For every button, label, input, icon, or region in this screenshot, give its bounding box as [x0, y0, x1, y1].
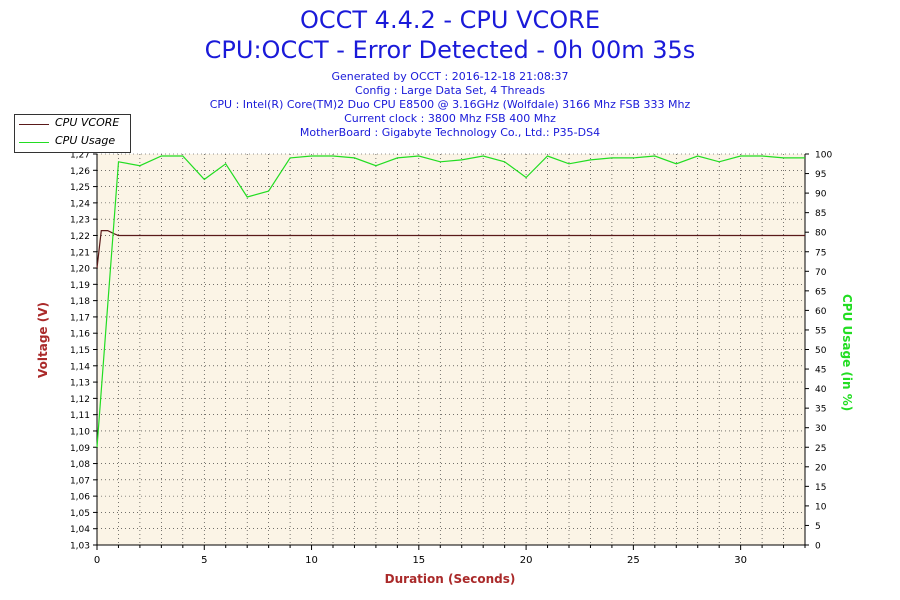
legend-item-vcore: CPU VCORE — [15, 116, 130, 132]
y2-tick-label: 55 — [815, 326, 826, 336]
y2-tick-label: 30 — [815, 424, 827, 434]
y-tick-label: 1,17 — [70, 313, 90, 323]
y-tick-label: 1,08 — [70, 460, 90, 470]
y2-tick-label: 85 — [815, 209, 826, 219]
legend-label-vcore: CPU VCORE — [55, 116, 120, 129]
y-tick-label: 1,15 — [70, 346, 90, 356]
y2-tick-label: 40 — [815, 385, 827, 395]
y-tick-label: 1,04 — [70, 525, 90, 535]
series-line-cpu-usage — [96, 155, 805, 448]
y2-tick-label: 50 — [815, 346, 827, 356]
chart-title: OCCT 4.4.2 - CPU VCORE — [299, 6, 600, 34]
y-tick-label: 1,23 — [70, 216, 90, 226]
x-tick-label: 30 — [734, 555, 747, 566]
y-tick-label: 1,25 — [70, 183, 90, 193]
y-tick-label: 1,09 — [70, 444, 90, 454]
series-line-cpu-vcore — [96, 230, 805, 269]
clock-info: Current clock : 3800 Mhz FSB 400 Mhz — [344, 112, 556, 125]
y2-tick-label: 15 — [815, 483, 826, 493]
x-tick-label: 5 — [201, 555, 207, 566]
legend-swatch-usage — [19, 142, 49, 143]
chart-legend: CPU VCORE CPU Usage — [14, 114, 131, 153]
y2-tick-label: 35 — [815, 405, 826, 415]
legend-item-usage: CPU Usage — [15, 134, 130, 150]
legend-swatch-vcore — [19, 124, 49, 125]
y-tick-label: 1,16 — [70, 330, 90, 340]
y-tick-label: 1,20 — [70, 265, 90, 275]
cpu-info: CPU : Intel(R) Core(TM)2 Duo CPU E8500 @… — [209, 98, 691, 111]
y2-tick-label: 70 — [815, 268, 827, 278]
y2-tick-label: 20 — [815, 463, 827, 473]
plot-area — [97, 154, 805, 545]
y2-tick-label: 95 — [815, 170, 826, 180]
y2-tick-label: 80 — [815, 229, 827, 239]
config-info: Config : Large Data Set, 4 Threads — [355, 84, 545, 97]
y2-tick-label: 90 — [815, 190, 827, 200]
x-axis-label: Duration (Seconds) — [384, 572, 516, 586]
y-tick-label: 1,12 — [70, 395, 90, 405]
chart-subtitle: CPU:OCCT - Error Detected - 0h 00m 35s — [204, 36, 696, 64]
y2-tick-label: 100 — [815, 151, 832, 161]
y-tick-label: 1,27 — [70, 151, 90, 161]
y-tick-label: 1,21 — [70, 248, 90, 258]
y-tick-label: 1,03 — [70, 542, 90, 552]
y-tick-label: 1,13 — [70, 379, 90, 389]
y-tick-label: 1,19 — [70, 281, 90, 291]
legend-label-usage: CPU Usage — [55, 134, 116, 147]
x-tick-label: 20 — [520, 555, 533, 566]
y2-tick-label: 60 — [815, 307, 827, 317]
y-tick-label: 1,22 — [70, 232, 90, 242]
y-tick-label: 1,24 — [70, 199, 90, 209]
generated-info: Generated by OCCT : 2016-12-18 21:08:37 — [331, 70, 569, 83]
y-tick-label: 1,26 — [70, 167, 90, 177]
y-tick-label: 1,14 — [70, 362, 90, 372]
y-tick-label: 1,11 — [70, 411, 90, 421]
y-tick-label: 1,10 — [70, 427, 90, 437]
y-tick-label: 1,07 — [70, 476, 90, 486]
y-tick-label: 1,06 — [70, 493, 90, 503]
y2-tick-label: 65 — [815, 287, 826, 297]
y2-tick-label: 10 — [815, 502, 827, 512]
y-tick-label: 1,18 — [70, 297, 90, 307]
y2-tick-label: 5 — [815, 522, 821, 532]
y2-tick-label: 75 — [815, 248, 826, 258]
x-tick-label: 10 — [305, 555, 318, 566]
y2-tick-label: 25 — [815, 444, 826, 454]
x-tick-label: 25 — [627, 555, 640, 566]
y2-axis-label: CPU Usage (in %) — [840, 294, 854, 412]
y-tick-label: 1,05 — [70, 509, 90, 519]
y2-tick-label: 0 — [815, 542, 821, 552]
motherboard-info: MotherBoard : Gigabyte Technology Co., L… — [299, 126, 601, 139]
x-tick-label: 15 — [412, 555, 425, 566]
x-tick-label: 0 — [94, 555, 100, 566]
y2-tick-label: 45 — [815, 366, 826, 376]
y-axis-label: Voltage (V) — [36, 302, 50, 378]
